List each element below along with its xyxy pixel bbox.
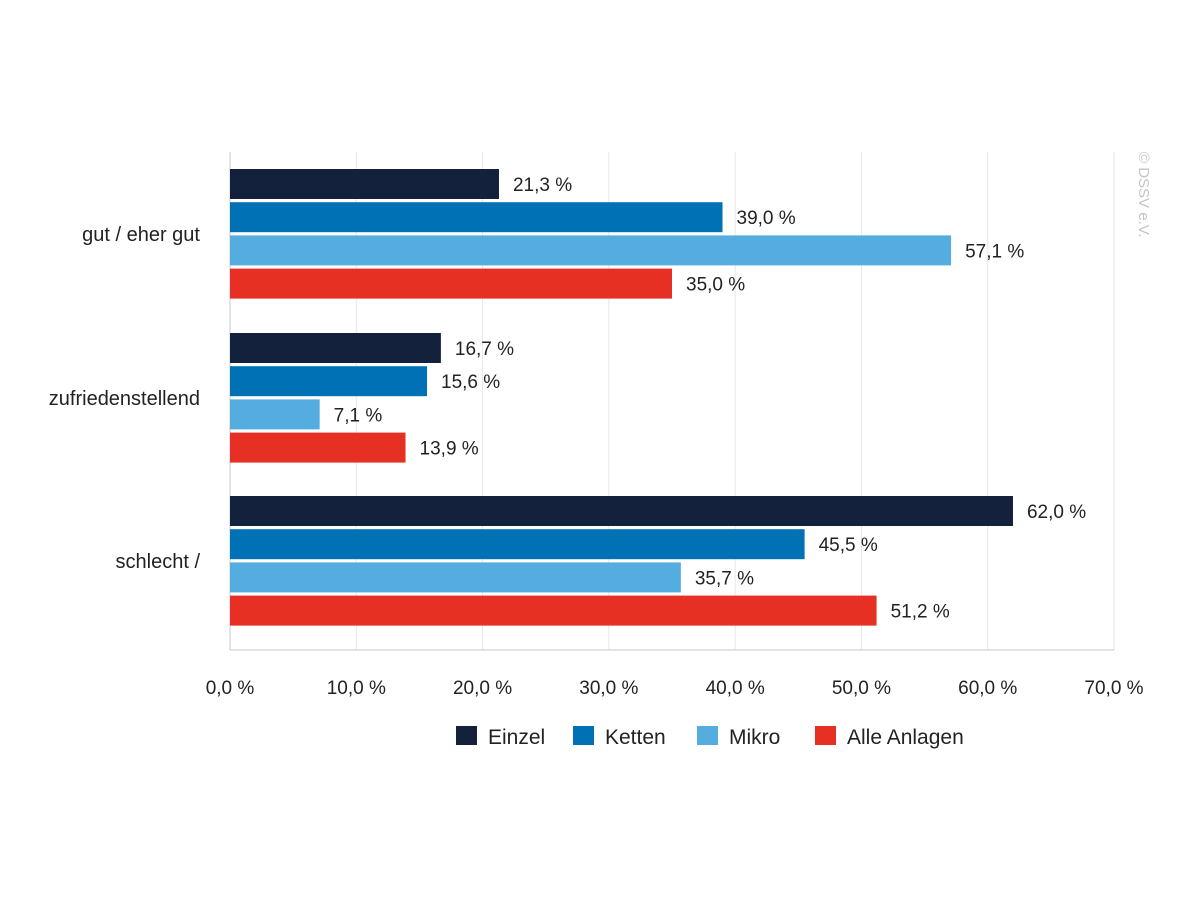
x-tick-label: 40,0 %	[706, 678, 765, 699]
legend-label: Ketten	[605, 726, 666, 749]
bar	[230, 169, 499, 199]
x-tick-labels: 0,0 % 10,0 % 20,0 % 30,0 % 40,0 % 50,0 % 60,0 …	[206, 678, 1144, 699]
copyright-note: © DSSV e.V.	[1135, 152, 1152, 238]
x-tick-label: 60,0 %	[958, 678, 1017, 699]
data-label: 57,1 %	[965, 241, 1024, 262]
data-label: 45,5 %	[819, 535, 878, 556]
bar	[230, 366, 428, 397]
data-label: 35,0 %	[686, 275, 745, 296]
legend-swatch	[815, 726, 836, 745]
data-label: 21,3 %	[513, 175, 572, 196]
data-label: 39,0 %	[737, 208, 796, 229]
legend: Einzel Ketten Mikro Alle Anlagen	[456, 726, 964, 749]
bar	[230, 496, 1013, 526]
gridlines	[229, 152, 1115, 651]
x-tick-label: 0,0 %	[206, 678, 255, 699]
bar	[230, 399, 320, 430]
x-tick-label: 30,0 %	[579, 678, 638, 699]
category-label: schlecht /	[116, 551, 201, 573]
legend-swatch	[456, 726, 477, 745]
data-label: 51,2 %	[891, 602, 950, 623]
legend-label: Einzel	[488, 726, 545, 749]
data-label: 35,7 %	[695, 568, 754, 589]
bar	[230, 529, 805, 560]
bar	[230, 202, 723, 233]
category-label: zufriedenstellend	[49, 388, 200, 410]
data-label: 16,7 %	[455, 339, 514, 360]
legend-swatch	[573, 726, 594, 745]
bar	[230, 432, 406, 463]
legend-swatch	[697, 726, 718, 745]
x-tick-label: 70,0 %	[1084, 678, 1143, 699]
x-tick-label: 50,0 %	[832, 678, 891, 699]
data-labels: 21,3 % 39,0 % 57,1 % 35,0 % 16,7 % 15,6 % 7,1 …	[334, 175, 1087, 623]
bars	[230, 169, 1013, 626]
legend-label: Alle Anlagen	[847, 726, 964, 749]
category-labels: gut / eher gut zufriedenstellend schlecht …	[49, 224, 201, 573]
data-label: 15,6 %	[441, 372, 500, 393]
x-tick-label: 10,0 %	[327, 678, 386, 699]
data-label: 13,9 %	[420, 439, 479, 460]
x-tick-label: 20,0 %	[453, 678, 512, 699]
bar	[230, 235, 952, 266]
category-label: gut / eher gut	[82, 224, 200, 246]
data-label: 62,0 %	[1027, 502, 1086, 523]
bar	[230, 268, 672, 299]
bar	[230, 595, 877, 626]
data-label: 7,1 %	[334, 405, 383, 426]
bar	[230, 562, 681, 593]
legend-label: Mikro	[729, 726, 780, 749]
bar	[230, 333, 441, 363]
